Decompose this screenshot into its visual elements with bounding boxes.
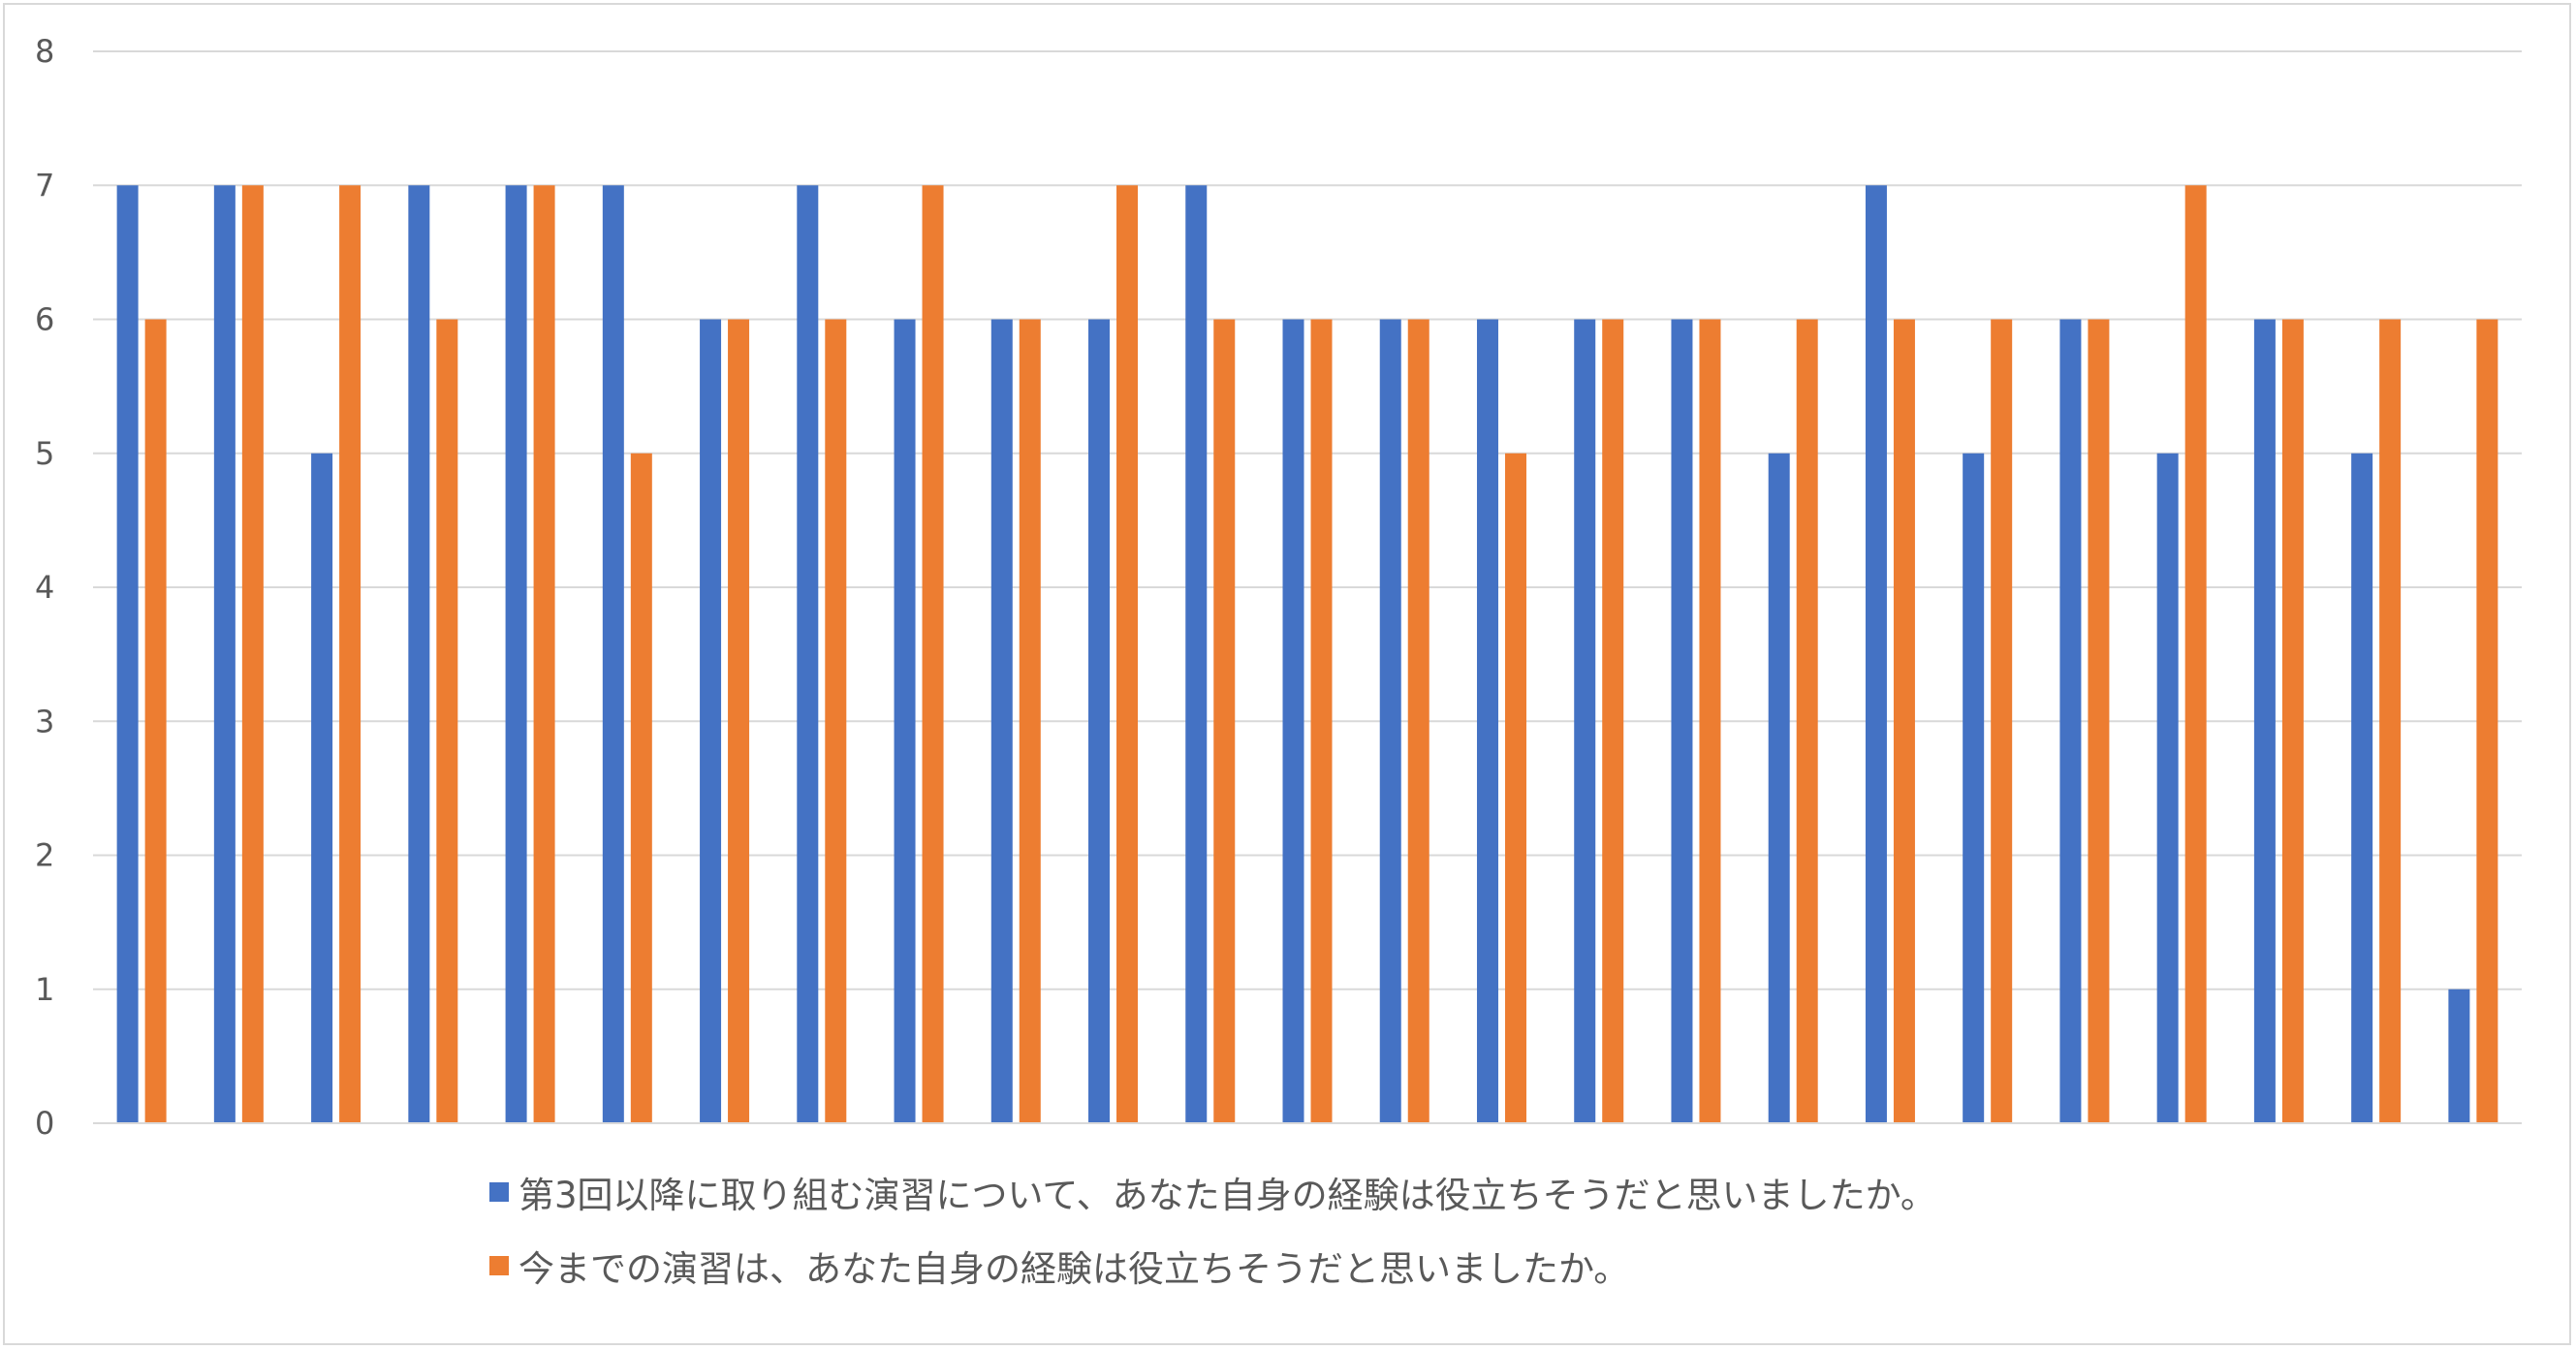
bar-series-1-item-19 (1865, 185, 1887, 1123)
y-tick-label: 4 (35, 569, 54, 606)
y-tick-label: 0 (35, 1105, 54, 1142)
legend-label-series-1: 第3回以降に取り組む演習について、あなた自身の経験は役立ちそうだと思いましたか。 (518, 1175, 1936, 1216)
y-tick-label: 3 (35, 703, 54, 739)
bar-series-1-item-10 (990, 319, 1013, 1123)
bar-series-2-item-2 (241, 185, 264, 1123)
bar-series-2-item-5 (533, 185, 555, 1123)
y-tick-label: 7 (35, 167, 54, 204)
bar-series-2-item-6 (630, 453, 652, 1123)
bar-series-2-item-16 (1602, 319, 1624, 1123)
bar-series-2-item-21 (2088, 319, 2110, 1123)
legend: 第3回以降に取り組む演習について、あなた自身の経験は役立ちそうだと思いましたか。… (489, 1175, 1936, 1322)
bar-series-1-item-13 (1282, 319, 1304, 1123)
bar-series-1-item-11 (1088, 319, 1111, 1123)
bar-series-2-item-11 (1116, 185, 1139, 1123)
bar-series-2-item-24 (2379, 319, 2402, 1123)
bar-series-2-item-15 (1504, 453, 1526, 1123)
legend-item-series-1: 第3回以降に取り組む演習について、あなた自身の経験は役立ちそうだと思いましたか。 (489, 1175, 1936, 1216)
bar-series-2-item-23 (2281, 319, 2304, 1123)
bar-series-1-item-18 (1768, 453, 1790, 1123)
bar-series-2-item-18 (1796, 319, 1818, 1123)
y-tick-label: 6 (35, 301, 54, 338)
bar-series-1-item-20 (1963, 453, 1985, 1123)
bar-series-1-item-1 (116, 185, 139, 1123)
bar-series-2-item-19 (1893, 319, 1915, 1123)
bar-series-1-item-7 (700, 319, 722, 1123)
bar-series-1-item-16 (1574, 319, 1596, 1123)
bar-series-1-item-3 (311, 453, 333, 1123)
bar-series-1-item-22 (2156, 453, 2179, 1123)
bar-series-1-item-24 (2351, 453, 2373, 1123)
legend-swatch-series-2 (489, 1256, 509, 1275)
bar-series-2-item-14 (1407, 319, 1429, 1123)
y-tick-label: 5 (35, 435, 54, 472)
legend-label-series-2: 今までの演習は、あなた自身の経験は役立ちそうだと思いましたか。 (518, 1248, 1630, 1290)
bar-series-1-item-25 (2448, 989, 2470, 1123)
bar-series-1-item-9 (894, 319, 916, 1123)
bar-series-2-item-4 (436, 319, 458, 1123)
bar-series-2-item-22 (2184, 185, 2207, 1123)
bar-series-2-item-9 (922, 185, 944, 1123)
bar-series-2-item-1 (144, 319, 167, 1123)
bar-series-2-item-25 (2476, 319, 2498, 1123)
bar-series-1-item-8 (797, 185, 819, 1123)
bar-series-1-item-2 (213, 185, 236, 1123)
bar-series-2-item-10 (1019, 319, 1041, 1123)
bar-series-2-item-17 (1699, 319, 1721, 1123)
bar-series-1-item-14 (1379, 319, 1401, 1123)
bar-series-2-item-7 (728, 319, 750, 1123)
bar-series-2-item-13 (1310, 319, 1333, 1123)
bar-series-1-item-15 (1476, 319, 1498, 1123)
bar-series-2-item-8 (825, 319, 847, 1123)
bar-series-1-item-21 (2059, 319, 2082, 1123)
legend-swatch-series-1 (489, 1182, 509, 1202)
bar-series-1-item-17 (1671, 319, 1693, 1123)
bar-series-1-item-6 (602, 185, 624, 1123)
bar-series-2-item-20 (1991, 319, 2013, 1123)
legend-item-series-2: 今までの演習は、あなた自身の経験は役立ちそうだと思いましたか。 (489, 1248, 1936, 1290)
bar-series-1-item-12 (1185, 185, 1208, 1123)
bar-series-1-item-4 (408, 185, 430, 1123)
bar-series-2-item-12 (1213, 319, 1236, 1123)
bars (116, 185, 2498, 1123)
gridlines (93, 50, 2522, 990)
y-axis-tick-labels: 0 1 2 3 4 5 6 7 8 (35, 33, 54, 1142)
y-tick-label: 8 (35, 33, 54, 70)
y-tick-label: 2 (35, 837, 54, 874)
y-tick-label: 1 (35, 971, 54, 1008)
bar-series-1-item-23 (2253, 319, 2276, 1123)
bar-series-2-item-3 (339, 185, 361, 1123)
bar-series-1-item-5 (505, 185, 527, 1123)
